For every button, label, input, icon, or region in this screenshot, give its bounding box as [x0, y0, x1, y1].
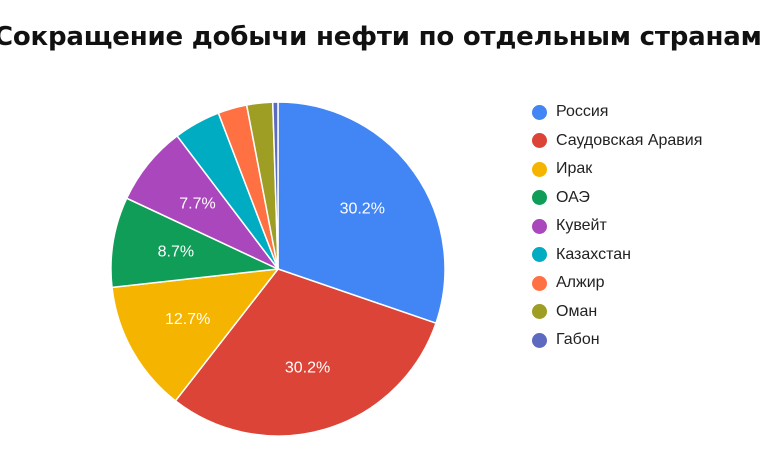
slice-label-3: 12.7% [165, 311, 210, 328]
pie-slice-9 [271, 101, 279, 270]
legend-label-1: Россия [556, 103, 609, 121]
legend-label-3: Ирак [556, 160, 593, 178]
pie-slice-1 [277, 101, 446, 324]
legend-swatch-8 [532, 304, 547, 320]
legend-item-7: Алжир [532, 269, 702, 298]
legend-item-1: Россия [532, 98, 702, 127]
legend-swatch-5 [532, 218, 547, 234]
legend-item-4: ОАЭ [532, 184, 702, 213]
pie-slice-3 [111, 268, 279, 402]
chart-legend: Россия Саудовская Аравия Ирак ОАЭ Кувейт Каза… [532, 98, 702, 355]
legend-item-2: Саудовская Аравия [532, 127, 702, 156]
legend-swatch-4 [532, 190, 547, 206]
legend-label-2: Саудовская Аравия [556, 131, 703, 149]
legend-swatch-1 [532, 104, 547, 120]
legend-swatch-2 [532, 133, 547, 149]
legend-item-6: Казахстан [532, 241, 702, 270]
legend-label-8: Оман [556, 302, 598, 320]
pie-slice-4 [110, 197, 279, 289]
legend-label-6: Казахстан [556, 245, 631, 263]
legend-label-7: Алжир [556, 274, 605, 292]
legend-item-5: Кувейт [532, 212, 702, 241]
legend-item-3: Ирак [532, 155, 702, 184]
legend-swatch-9 [532, 332, 547, 348]
legend-label-9: Габон [556, 331, 600, 349]
slice-label-4: 8.7% [158, 244, 194, 261]
chart-title: Сокращение добычи нефти по отдельным стр… [0, 22, 762, 52]
legend-item-9: Габон [532, 326, 702, 355]
legend-label-4: ОАЭ [556, 188, 590, 206]
legend-swatch-6 [532, 247, 547, 263]
legend-label-5: Кувейт [556, 217, 607, 235]
legend-item-8: Оман [532, 298, 702, 327]
slice-label-1: 30.2% [340, 200, 385, 217]
pie-slice-2 [174, 268, 437, 437]
legend-swatch-3 [532, 161, 547, 177]
legend-swatch-7 [532, 275, 547, 291]
slice-label-2: 30.2% [285, 360, 330, 377]
slice-label-5: 7.7% [179, 195, 215, 212]
